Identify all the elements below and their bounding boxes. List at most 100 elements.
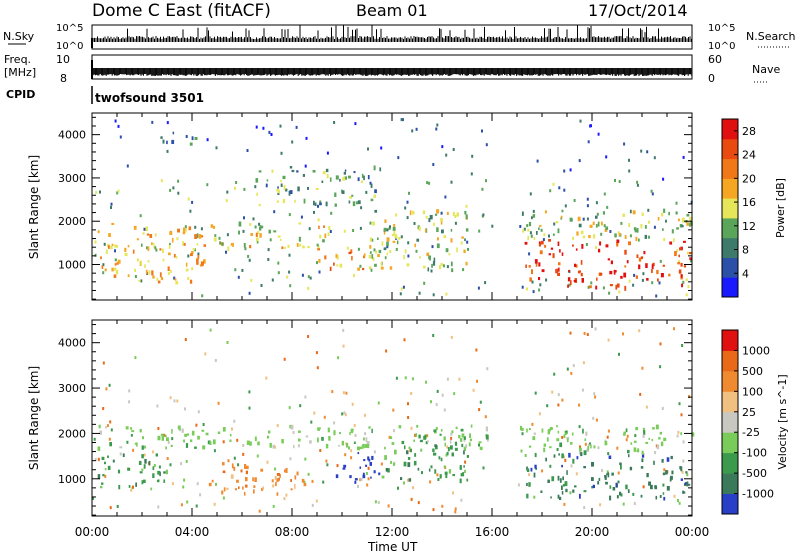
- data-cell: [546, 437, 549, 442]
- data-cell: [580, 260, 583, 265]
- data-cell: [540, 490, 543, 493]
- data-cell: [192, 248, 196, 251]
- colorbar-tick-label: -1000: [742, 488, 774, 501]
- data-cell: [419, 439, 423, 443]
- data-cell: [157, 479, 160, 482]
- data-cell: [668, 211, 670, 216]
- data-cell: [182, 241, 184, 246]
- data-cell: [460, 473, 463, 477]
- data-cell: [443, 235, 447, 238]
- data-cell: [528, 482, 531, 487]
- data-cell: [134, 268, 136, 272]
- data-cell: [386, 241, 389, 247]
- data-cell: [350, 429, 354, 434]
- data-cell: [185, 262, 188, 267]
- data-cell: [152, 473, 155, 478]
- data-cell: [319, 202, 322, 206]
- nave-label: Nave: [752, 63, 780, 76]
- data-cell: [408, 478, 412, 482]
- data-cell: [348, 251, 352, 255]
- data-cell: [441, 229, 444, 234]
- data-cell: [381, 475, 385, 479]
- data-cell: [626, 260, 629, 264]
- data-cell: [522, 229, 525, 233]
- data-cell: [433, 429, 437, 433]
- data-cell: [362, 472, 365, 478]
- data-cell: [232, 243, 234, 247]
- y-tick-label: 3000: [58, 172, 86, 185]
- data-cell: [423, 435, 427, 440]
- data-cell: [386, 237, 390, 242]
- data-cell: [622, 213, 626, 217]
- data-cell: [654, 486, 658, 490]
- nsky-tick-top: 10^5: [56, 23, 83, 34]
- data-cell: [341, 190, 345, 194]
- data-cell: [677, 262, 681, 265]
- data-cell: [465, 444, 468, 449]
- data-cell: [384, 455, 387, 460]
- data-cell: [177, 425, 181, 430]
- data-cell: [181, 428, 184, 433]
- data-cell: [104, 468, 107, 471]
- data-cell: [145, 226, 148, 232]
- data-cell: [257, 441, 260, 446]
- data-cell: [633, 227, 637, 231]
- data-cell: [605, 244, 609, 248]
- data-cell: [439, 265, 442, 270]
- data-cell: [646, 473, 649, 478]
- data-cell: [223, 487, 226, 492]
- colorbar-tick-label: 28: [742, 125, 756, 138]
- data-cell: [570, 442, 573, 445]
- data-cell: [213, 237, 217, 242]
- data-cell: [294, 199, 296, 203]
- data-cell: [580, 230, 584, 235]
- data-cell: [115, 245, 119, 248]
- data-cell: [333, 262, 335, 266]
- data-cell: [528, 445, 532, 448]
- data-cell: [429, 215, 433, 220]
- data-cell: [367, 456, 370, 461]
- colorbar-tick-label: -100: [742, 447, 767, 460]
- data-cell: [689, 257, 692, 260]
- data-cell: [651, 438, 654, 442]
- data-cell: [99, 430, 102, 435]
- data-cell: [663, 437, 667, 442]
- data-cell: [624, 235, 627, 239]
- data-cell: [408, 446, 411, 449]
- data-cell: [674, 251, 677, 257]
- data-cell: [268, 430, 271, 434]
- data-cell: [245, 484, 248, 488]
- data-cell: [539, 224, 542, 227]
- data-cell: [277, 235, 281, 238]
- data-cell: [259, 233, 262, 238]
- data-cell: [155, 453, 158, 457]
- colorbar-swatch: [722, 330, 738, 351]
- data-cell: [276, 473, 280, 476]
- data-cell: [168, 252, 171, 256]
- data-cell: [459, 465, 462, 470]
- data-cell: [669, 241, 673, 245]
- x-tick-label: 08:00: [275, 525, 310, 539]
- data-cell: [562, 484, 565, 487]
- data-cell: [160, 433, 164, 436]
- data-cell: [150, 487, 153, 491]
- data-cell: [290, 479, 292, 482]
- data-cell: [678, 254, 680, 258]
- data-cell: [367, 175, 370, 180]
- data-cell: [97, 474, 101, 479]
- data-cell: [167, 266, 170, 271]
- data-cell: [604, 475, 607, 480]
- data-cell: [171, 429, 173, 434]
- data-cell: [428, 468, 431, 472]
- data-cell: [460, 241, 463, 245]
- data-cell: [656, 269, 659, 275]
- data-cell: [550, 247, 554, 250]
- data-cell: [374, 189, 377, 194]
- data-cell: [273, 230, 277, 233]
- data-cell: [647, 235, 650, 239]
- data-cell: [380, 261, 383, 267]
- data-cell: [384, 219, 387, 223]
- data-cell: [463, 436, 466, 440]
- data-cell: [101, 456, 105, 460]
